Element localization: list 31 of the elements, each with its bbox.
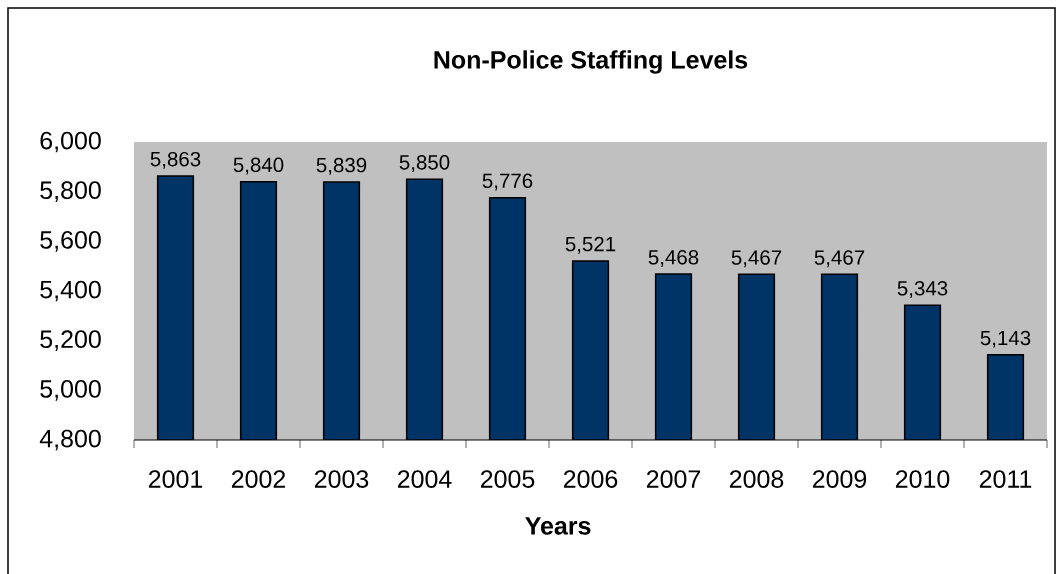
data-label: 5,839 — [316, 157, 367, 175]
x-tick-label: 2006 — [563, 470, 618, 488]
x-tick-label: 2005 — [480, 470, 535, 488]
x-tick-label: 2011 — [979, 470, 1032, 488]
data-label: 5,850 — [399, 155, 450, 173]
data-label: 5,343 — [897, 281, 948, 298]
x-tick-label: 2010 — [895, 470, 950, 488]
y-tick-label: 5,600 — [40, 231, 101, 252]
data-label: 5,467 — [731, 250, 782, 268]
y-tick-label: 6,000 — [40, 131, 101, 153]
x-tick-label: 2009 — [812, 470, 867, 488]
data-label: 5,521 — [565, 236, 616, 254]
data-label: 5,840 — [233, 157, 284, 175]
x-axis-title: Years — [525, 517, 591, 535]
y-tick-label: 5,800 — [40, 181, 101, 202]
x-tick-label: 2003 — [314, 470, 369, 488]
data-label: 5,776 — [482, 173, 533, 191]
chart-title: Non-Police Staffing Levels — [434, 50, 748, 74]
data-label: 5,863 — [150, 151, 201, 169]
x-tick-label: 2008 — [729, 470, 784, 488]
x-tick-label: 2001 — [148, 470, 203, 488]
x-tick-label: 2007 — [646, 470, 701, 488]
data-label: 5,143 — [980, 330, 1031, 348]
y-tick-label: 4,800 — [39, 429, 101, 451]
y-tick-label: 5,000 — [40, 380, 101, 401]
y-tick-label: 5,200 — [40, 330, 101, 351]
x-tick-label: 2004 — [397, 470, 452, 488]
x-tick-label: 2002 — [231, 470, 286, 488]
data-label: 5,468 — [648, 249, 699, 267]
y-tick-label: 5,400 — [40, 280, 101, 302]
data-label: 5,467 — [814, 250, 865, 268]
